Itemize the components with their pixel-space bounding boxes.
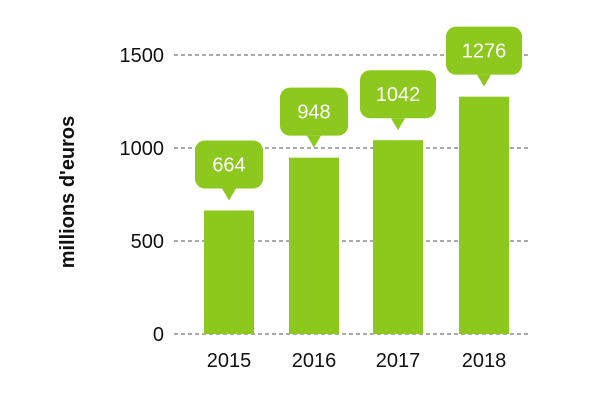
value-callout-pointer bbox=[477, 74, 491, 87]
data-label: 1276 bbox=[462, 41, 507, 63]
bar bbox=[289, 157, 339, 334]
x-tick-label: 2017 bbox=[376, 350, 421, 372]
y-axis-label: millions d'euros bbox=[57, 116, 79, 269]
x-tick-label: 2015 bbox=[207, 350, 252, 372]
bar bbox=[204, 210, 254, 334]
y-tick-label: 500 bbox=[131, 231, 164, 253]
x-tick-label: 2018 bbox=[462, 350, 507, 372]
x-tick-label: 2016 bbox=[292, 350, 337, 372]
y-tick-label: 0 bbox=[153, 324, 164, 346]
bar bbox=[373, 140, 423, 334]
value-callout-pointer bbox=[391, 118, 405, 131]
data-label: 664 bbox=[212, 154, 245, 176]
value-callout bbox=[195, 140, 263, 189]
data-label: 948 bbox=[297, 102, 330, 124]
data-label: 1042 bbox=[376, 84, 421, 106]
bar bbox=[459, 96, 509, 334]
value-callout bbox=[446, 26, 522, 75]
bar-layer bbox=[204, 96, 509, 334]
y-tick-label: 1000 bbox=[120, 138, 165, 160]
value-callout-pointer bbox=[307, 135, 321, 148]
value-callout bbox=[360, 70, 436, 119]
value-callout bbox=[280, 87, 348, 136]
axis-layer: 0 500 1000 1500 2015 2016 2017 2018 bbox=[120, 45, 507, 372]
callout-layer: 664 948 1042 1276 bbox=[195, 26, 522, 201]
y-tick-label: 1500 bbox=[120, 45, 165, 67]
value-callout-pointer bbox=[222, 188, 236, 201]
